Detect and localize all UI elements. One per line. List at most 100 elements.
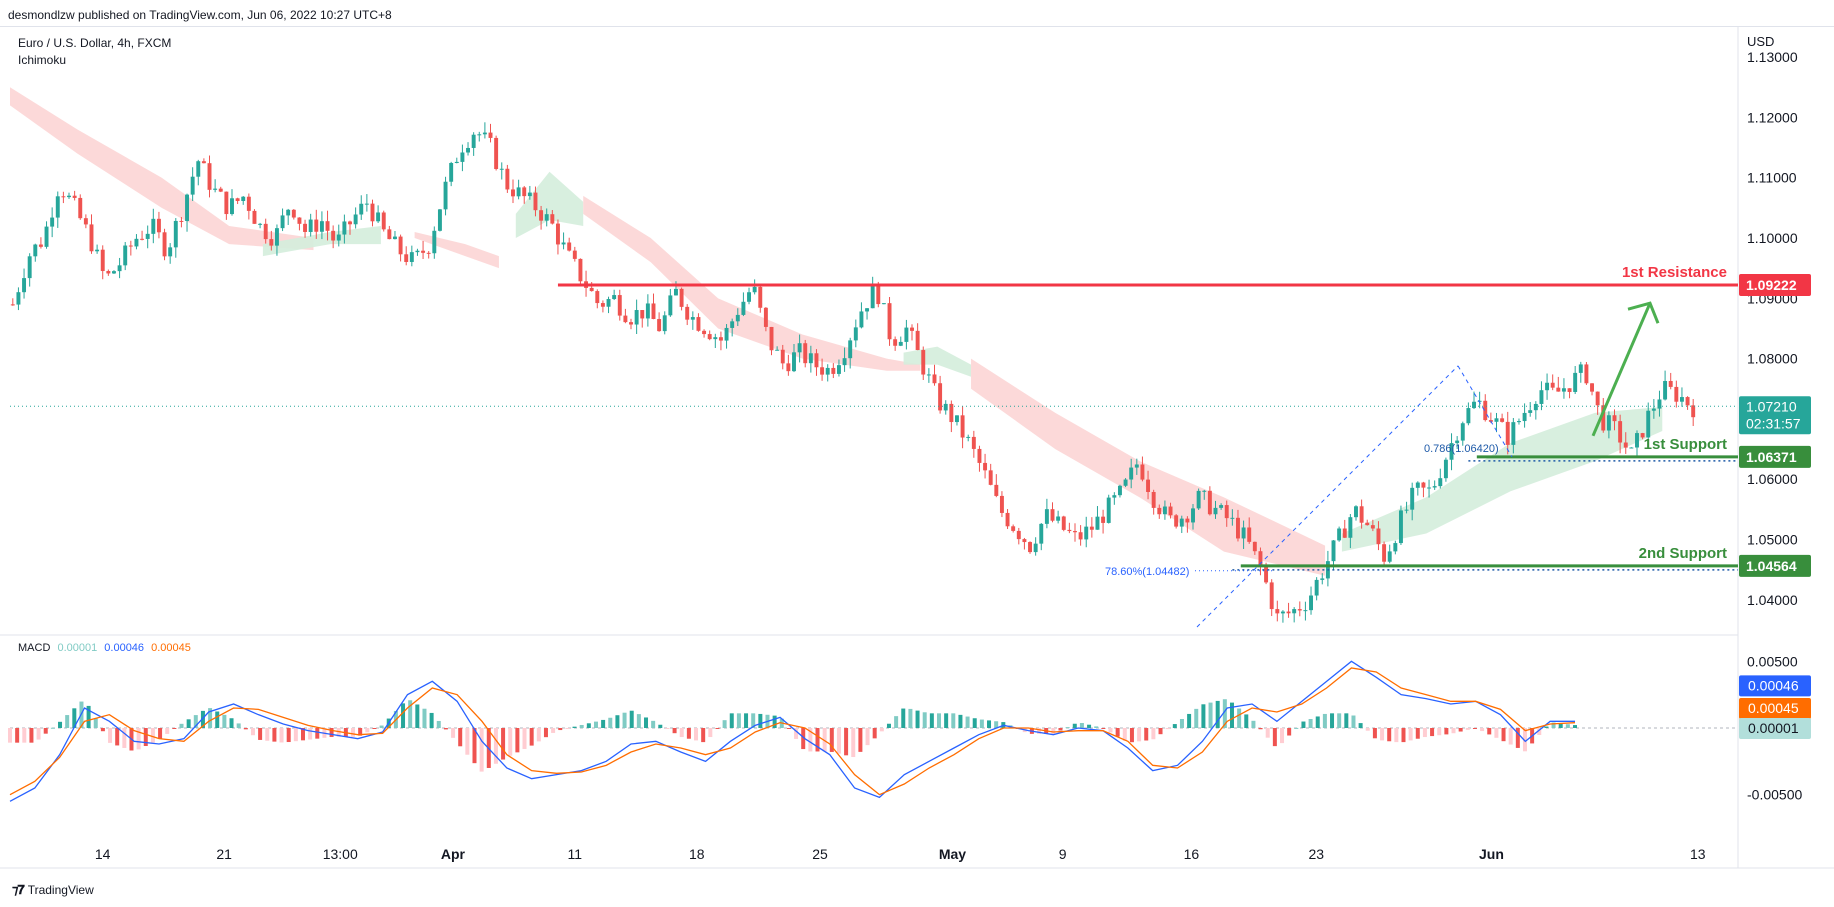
macd-histogram-bar [300,728,305,741]
candle-body [325,221,330,231]
macd-histogram-bar [944,713,949,728]
macd-histogram-bar [579,724,584,728]
candle-body [1286,611,1291,614]
candle-body [1309,595,1313,611]
candle-body [376,212,381,222]
candle-body [173,220,178,248]
candle-body [1415,482,1420,488]
candle-body [999,495,1004,513]
candle-body [10,304,15,306]
candle-body [1044,509,1049,524]
macd-histogram-bar [315,728,320,739]
candle-body [1252,541,1257,552]
macd-legend[interactable]: MACD 0.00001 0.00046 0.00045 [18,642,195,654]
candle-body [674,288,678,296]
macd-histogram-bar [372,728,377,729]
candle-body [112,271,116,274]
macd-histogram-bar [165,728,170,734]
time-tick-label: 16 [1184,846,1200,862]
candle-body [1061,516,1066,530]
price-tick-label: 1.05000 [1747,532,1798,548]
price-tick-label: 1.11000 [1747,170,1797,186]
candle-body [1511,422,1516,445]
macd-histogram-bar [286,728,291,743]
macd-histogram-bar [894,716,899,728]
macd-histogram-bar [501,728,506,760]
macd-histogram-bar [951,713,956,728]
macd-histogram-bar [1322,713,1327,728]
candle-body [1477,400,1482,402]
macd-histogram-bar [1380,728,1385,741]
macd-histogram-bar [858,728,863,752]
candle-body [1505,421,1510,445]
macd-histogram-bar [1437,728,1442,736]
candle-body [1500,418,1505,422]
candle-body [185,194,189,221]
candle-body [196,161,201,177]
candle-body [1421,482,1426,488]
candle-body [156,218,161,233]
candle-body [679,288,684,307]
candle-body [842,358,847,366]
candle-body [38,244,43,247]
macd-histogram-bar [801,728,806,750]
macd-histogram-bar [908,708,913,728]
macd-histogram-bar [929,713,934,728]
level-label: 1st Support [1644,436,1727,453]
candle-body [1264,565,1269,583]
candle-body [252,210,257,224]
macd-histogram-bar [150,728,155,743]
candle-body [1657,399,1662,409]
macd-histogram-bar [229,718,234,728]
candle-body [1539,390,1544,404]
macd-histogram-bar [1151,728,1156,740]
chart-legend[interactable]: Euro / U.S. Dollar, 4h, FXCM Ichimoku [18,35,171,69]
candle-body [943,403,948,411]
macd-histogram-bar [1058,728,1063,731]
current-price-badge [1739,396,1811,435]
candle-body [1612,415,1617,422]
macd-histogram-bar [536,728,541,742]
candle-body [482,132,487,135]
macd-histogram-bar [744,713,749,728]
candle-body [994,484,999,496]
candle-body [1146,479,1151,492]
time-tick-label: Jun [1479,846,1504,862]
candle-body [1494,418,1499,422]
macd-histogram-bar [794,728,799,739]
candle-body [915,330,920,351]
candle-body [1011,526,1016,531]
macd-histogram-bar [279,728,284,743]
macd-histogram-bar [1422,728,1427,738]
macd-histogram-bar [1280,728,1285,744]
macd-histogram-bar [1187,713,1192,728]
macd-histogram-bar [451,728,456,738]
candle-body [668,295,673,316]
time-tick-label: 13:00 [323,846,358,862]
macd-histogram-bar [1251,720,1256,728]
tradingview-footer[interactable]: ⁊𝟕 TradingView [12,882,94,898]
candle-body [359,203,364,215]
macd-histogram-bar [336,728,341,737]
symbol-label[interactable]: Euro / U.S. Dollar, 4h, FXCM [18,36,172,50]
macd-histogram-bar [50,727,55,729]
indicator-label[interactable]: Ichimoku [18,53,67,67]
macd-histogram-bar [658,724,663,728]
candle-body [1533,403,1538,411]
candle-body [1466,408,1471,424]
macd-histogram-bar [829,728,834,752]
candle-body [1185,518,1190,523]
candle-body [1561,388,1566,392]
candle-body [780,349,785,364]
macd-histogram-bar [250,728,255,736]
candle-body [606,299,611,307]
fib-trend-line [1196,365,1459,628]
ichimoku-cloud-bull [515,171,584,239]
candle-body [696,317,701,331]
time-tick-label: 18 [689,846,705,862]
time-tick-label: 14 [95,846,111,862]
candle-body [33,244,38,257]
candle-body [437,209,442,231]
candle-body [1191,508,1195,523]
